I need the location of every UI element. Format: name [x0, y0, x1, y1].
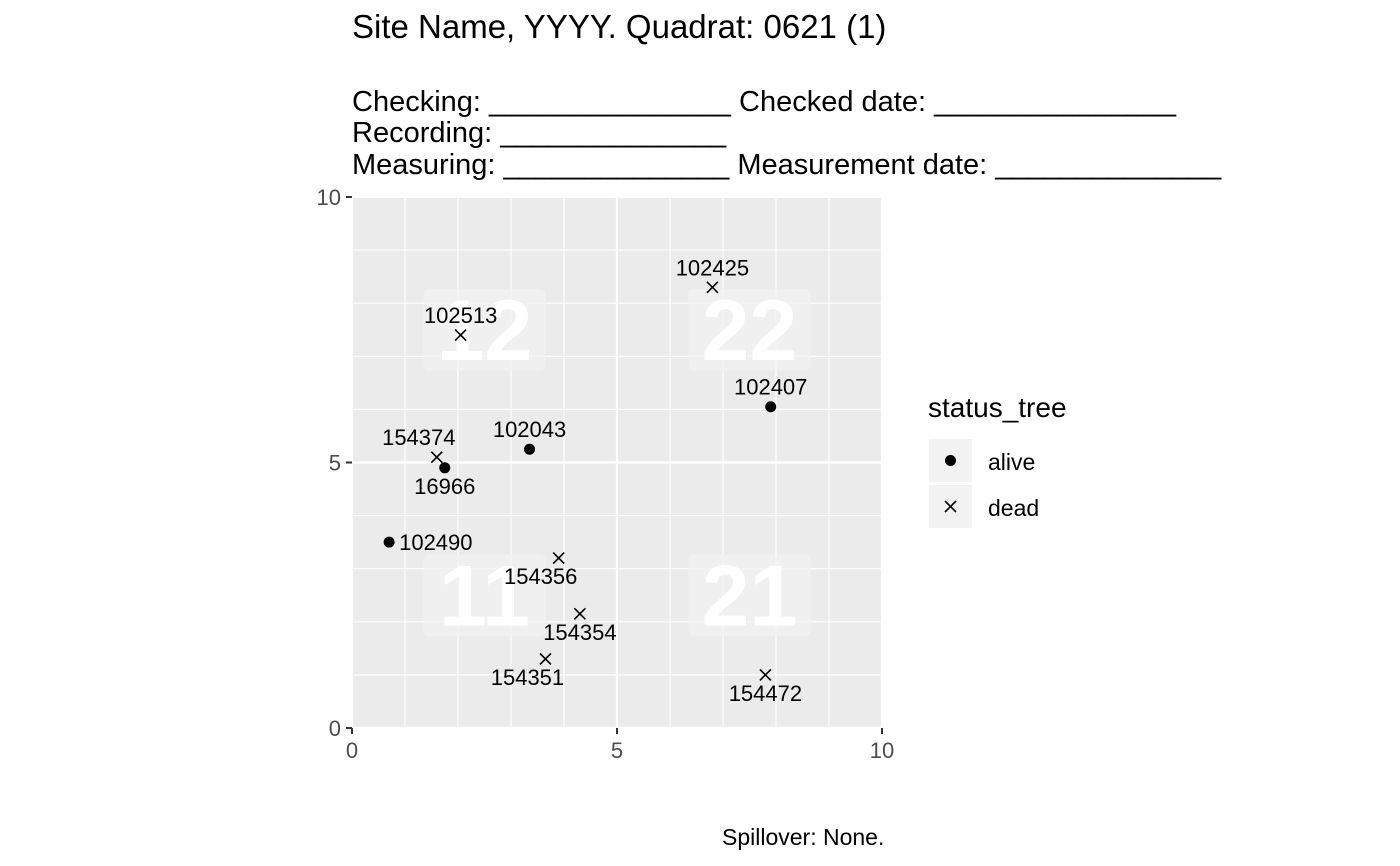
quadrant-label: 22 — [702, 283, 798, 379]
tree-tag-label: 154351 — [491, 665, 564, 690]
tree-tag-label: 154356 — [504, 564, 577, 589]
tree-tag-label: 154354 — [543, 620, 616, 645]
alive-tree-point — [439, 462, 451, 474]
checking-line: Checking: _______________ Checked date: … — [352, 86, 1176, 118]
axes: 0 5 10 0 5 10 — [317, 185, 895, 763]
cross-stroke — [759, 668, 772, 681]
dead-tree-point — [454, 328, 467, 342]
x-tick-label: 5 — [611, 738, 623, 763]
legend-label-dead: dead — [988, 495, 1040, 521]
dead-tree-point — [706, 281, 719, 294]
tree-tag-label: 102043 — [493, 417, 566, 442]
y-tick-label: 5 — [329, 451, 341, 476]
tree-points — [383, 281, 777, 681]
quadrant-label-box — [423, 554, 546, 637]
alive-tree-point — [765, 401, 777, 413]
tree-tag-label: 154374 — [382, 425, 455, 450]
tree-tag-label: 102425 — [676, 255, 749, 280]
page-title: Site Name, YYYY. Quadrat: 0621 (1) — [352, 8, 887, 45]
cross-icon — [944, 500, 957, 513]
legend-key-dead — [929, 485, 972, 528]
cross-stroke — [573, 607, 586, 620]
cross-stroke — [539, 652, 552, 666]
tree-tag-label: 102490 — [399, 530, 472, 555]
tree-tag-label: 102407 — [734, 375, 807, 400]
dead-tree-point — [430, 451, 443, 464]
y-tick-label: 0 — [329, 716, 341, 741]
quadrant-label-box — [688, 288, 811, 371]
dead-tree-point — [759, 668, 772, 681]
quadrant-label-box — [688, 554, 811, 637]
quadrant-label: 12 — [437, 283, 533, 379]
tree-tag-labels: 102425 102513 102407 102043 154374 16966 10249… — [382, 255, 807, 706]
alive-tree-point — [524, 443, 536, 455]
cross-stroke — [706, 281, 719, 294]
quadrant-labels: 12 22 11 21 — [423, 283, 811, 644]
alive-tree-point — [383, 536, 395, 548]
tree-tag-label: 16966 — [414, 474, 475, 499]
tree-tag-label: 102513 — [424, 303, 497, 328]
quadrant-label-box — [423, 288, 546, 371]
cross-stroke — [454, 328, 467, 342]
legend-label-alive: alive — [988, 449, 1036, 475]
circle-icon — [945, 455, 956, 466]
cross-stroke — [430, 451, 443, 464]
x-tick-label: 10 — [870, 738, 894, 763]
dead-tree-point — [573, 607, 586, 620]
dead-tree-point — [539, 652, 552, 666]
quadrant-label: 21 — [702, 548, 798, 644]
legend-key-alive — [929, 439, 972, 482]
quadrant-label: 11 — [439, 548, 530, 644]
dead-tree-point — [552, 552, 565, 565]
y-tick-label: 10 — [317, 185, 341, 210]
spillover-caption: Spillover: None. — [722, 824, 885, 850]
cross-stroke — [552, 552, 565, 565]
tree-tag-label: 154472 — [729, 681, 802, 706]
legend-title: status_tree — [928, 392, 1067, 423]
recording-line: Recording: ______________ — [352, 117, 727, 149]
measuring-line: Measuring: ______________ Measurement da… — [352, 149, 1222, 181]
x-tick-label: 0 — [346, 738, 358, 763]
